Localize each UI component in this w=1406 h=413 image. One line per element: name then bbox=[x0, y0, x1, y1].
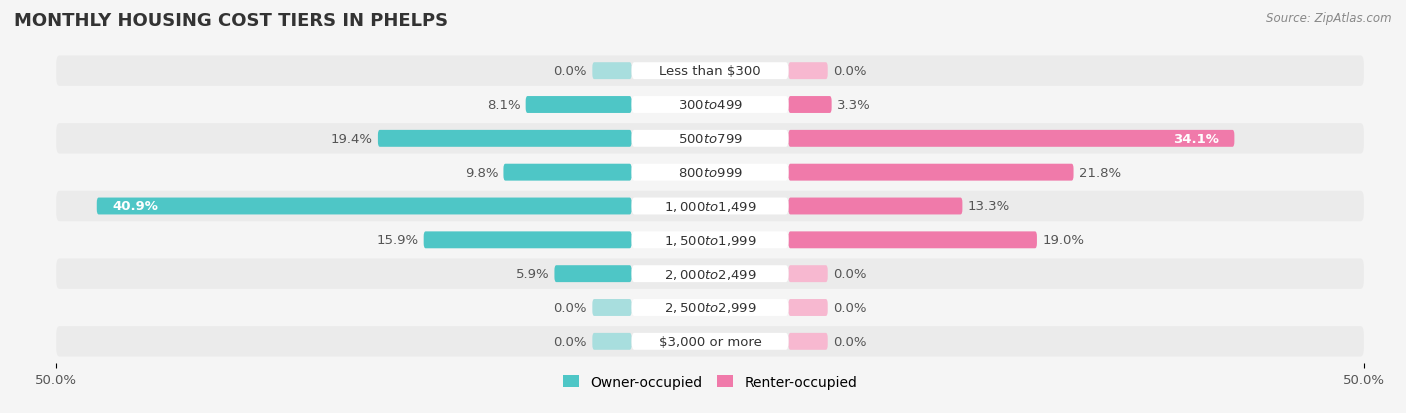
Text: 13.3%: 13.3% bbox=[967, 200, 1010, 213]
FancyBboxPatch shape bbox=[56, 225, 1364, 255]
FancyBboxPatch shape bbox=[789, 97, 831, 114]
FancyBboxPatch shape bbox=[789, 333, 828, 350]
Text: 0.0%: 0.0% bbox=[832, 65, 866, 78]
FancyBboxPatch shape bbox=[378, 131, 631, 147]
Text: 3.3%: 3.3% bbox=[837, 99, 870, 112]
FancyBboxPatch shape bbox=[56, 158, 1364, 188]
FancyBboxPatch shape bbox=[631, 63, 789, 80]
FancyBboxPatch shape bbox=[631, 131, 789, 147]
FancyBboxPatch shape bbox=[631, 97, 789, 114]
Text: 9.8%: 9.8% bbox=[465, 166, 498, 179]
Legend: Owner-occupied, Renter-occupied: Owner-occupied, Renter-occupied bbox=[557, 369, 863, 394]
Text: $3,000 or more: $3,000 or more bbox=[658, 335, 762, 348]
Text: 15.9%: 15.9% bbox=[377, 234, 419, 247]
FancyBboxPatch shape bbox=[631, 299, 789, 316]
Text: $500 to $799: $500 to $799 bbox=[678, 133, 742, 145]
FancyBboxPatch shape bbox=[631, 266, 789, 282]
Text: $2,500 to $2,999: $2,500 to $2,999 bbox=[664, 301, 756, 315]
Text: 0.0%: 0.0% bbox=[554, 335, 588, 348]
Text: 21.8%: 21.8% bbox=[1078, 166, 1121, 179]
Text: 0.0%: 0.0% bbox=[832, 268, 866, 280]
FancyBboxPatch shape bbox=[56, 191, 1364, 222]
FancyBboxPatch shape bbox=[503, 164, 631, 181]
FancyBboxPatch shape bbox=[592, 63, 631, 80]
FancyBboxPatch shape bbox=[56, 259, 1364, 289]
Text: 0.0%: 0.0% bbox=[554, 301, 588, 314]
FancyBboxPatch shape bbox=[789, 131, 1234, 147]
FancyBboxPatch shape bbox=[789, 164, 1074, 181]
Text: $300 to $499: $300 to $499 bbox=[678, 99, 742, 112]
Text: 19.4%: 19.4% bbox=[330, 133, 373, 145]
FancyBboxPatch shape bbox=[592, 299, 631, 316]
FancyBboxPatch shape bbox=[56, 56, 1364, 87]
Text: Source: ZipAtlas.com: Source: ZipAtlas.com bbox=[1267, 12, 1392, 25]
Text: 8.1%: 8.1% bbox=[486, 99, 520, 112]
FancyBboxPatch shape bbox=[97, 198, 631, 215]
FancyBboxPatch shape bbox=[423, 232, 631, 249]
Text: $800 to $999: $800 to $999 bbox=[678, 166, 742, 179]
FancyBboxPatch shape bbox=[631, 164, 789, 181]
FancyBboxPatch shape bbox=[631, 232, 789, 249]
Text: 0.0%: 0.0% bbox=[832, 335, 866, 348]
Text: Less than $300: Less than $300 bbox=[659, 65, 761, 78]
Text: 40.9%: 40.9% bbox=[112, 200, 159, 213]
FancyBboxPatch shape bbox=[592, 333, 631, 350]
FancyBboxPatch shape bbox=[789, 299, 828, 316]
FancyBboxPatch shape bbox=[56, 90, 1364, 121]
FancyBboxPatch shape bbox=[789, 232, 1038, 249]
Text: 0.0%: 0.0% bbox=[832, 301, 866, 314]
FancyBboxPatch shape bbox=[789, 198, 962, 215]
FancyBboxPatch shape bbox=[631, 198, 789, 215]
Text: 34.1%: 34.1% bbox=[1173, 133, 1219, 145]
FancyBboxPatch shape bbox=[56, 124, 1364, 154]
Text: $2,000 to $2,499: $2,000 to $2,499 bbox=[664, 267, 756, 281]
Text: MONTHLY HOUSING COST TIERS IN PHELPS: MONTHLY HOUSING COST TIERS IN PHELPS bbox=[14, 12, 449, 30]
FancyBboxPatch shape bbox=[789, 63, 828, 80]
FancyBboxPatch shape bbox=[526, 97, 631, 114]
Text: 19.0%: 19.0% bbox=[1042, 234, 1084, 247]
Text: $1,500 to $1,999: $1,500 to $1,999 bbox=[664, 233, 756, 247]
FancyBboxPatch shape bbox=[789, 266, 828, 282]
Text: 0.0%: 0.0% bbox=[554, 65, 588, 78]
FancyBboxPatch shape bbox=[56, 292, 1364, 323]
FancyBboxPatch shape bbox=[56, 326, 1364, 357]
FancyBboxPatch shape bbox=[631, 333, 789, 350]
FancyBboxPatch shape bbox=[554, 266, 631, 282]
Text: $1,000 to $1,499: $1,000 to $1,499 bbox=[664, 199, 756, 214]
Text: 5.9%: 5.9% bbox=[516, 268, 550, 280]
